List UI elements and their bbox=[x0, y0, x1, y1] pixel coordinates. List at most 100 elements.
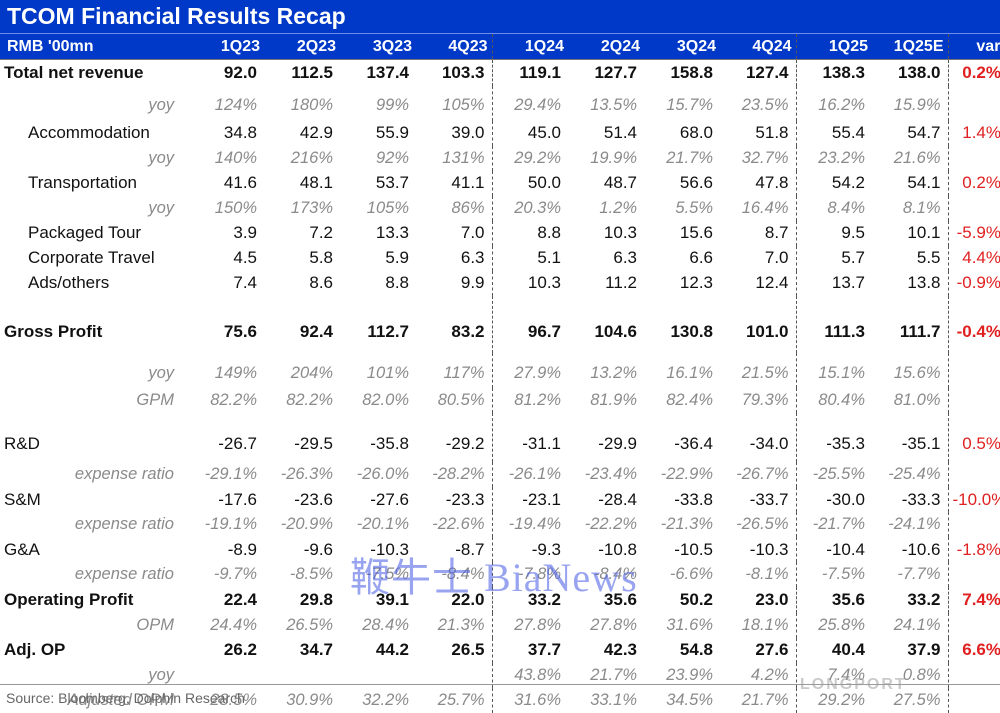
value-cell: 54.1 bbox=[872, 171, 948, 196]
value-cell: 53.7 bbox=[340, 171, 416, 196]
row-label: yoy bbox=[0, 353, 188, 388]
value-cell: 47.8 bbox=[720, 171, 796, 196]
value-cell: -35.8 bbox=[340, 413, 416, 462]
value-cell: -31.1 bbox=[492, 413, 568, 462]
header-cell: 4Q23 bbox=[416, 34, 492, 60]
value-cell: -21.7% bbox=[796, 512, 872, 537]
value-cell: 50.2 bbox=[644, 587, 720, 613]
value-cell: -26.7 bbox=[188, 413, 264, 462]
value-cell: 35.6 bbox=[568, 587, 644, 613]
value-cell: 54.8 bbox=[644, 638, 720, 664]
value-cell: 5.5 bbox=[872, 246, 948, 271]
value-cell: 81.2% bbox=[492, 388, 568, 413]
value-cell: 137.4 bbox=[340, 60, 416, 86]
value-cell: -17.6 bbox=[188, 487, 264, 512]
value-cell: 27.6 bbox=[720, 638, 796, 664]
variance-cell bbox=[948, 613, 1000, 638]
value-cell: 7.2 bbox=[264, 221, 340, 246]
value-cell: 8.7 bbox=[720, 221, 796, 246]
value-cell: -8.5% bbox=[264, 562, 340, 587]
value-cell: 5.8 bbox=[264, 246, 340, 271]
variance-cell bbox=[948, 353, 1000, 388]
value-cell: 34.7 bbox=[264, 638, 340, 664]
value-cell: 103.3 bbox=[416, 60, 492, 86]
value-cell: 19.9% bbox=[568, 146, 644, 171]
value-cell: -29.9 bbox=[568, 413, 644, 462]
value-cell: 8.8 bbox=[492, 221, 568, 246]
variance-cell: -10.0% bbox=[948, 487, 1000, 512]
value-cell: 204% bbox=[264, 353, 340, 388]
variance-cell bbox=[948, 388, 1000, 413]
value-cell: -24.1% bbox=[872, 512, 948, 537]
row-label: expense ratio bbox=[0, 512, 188, 537]
value-cell: 140% bbox=[188, 146, 264, 171]
value-cell: 81.0% bbox=[872, 388, 948, 413]
value-cell: 12.3 bbox=[644, 271, 720, 296]
header-cell: 1Q25E bbox=[872, 34, 948, 60]
value-cell: 23.0 bbox=[720, 587, 796, 613]
variance-cell: 0.2% bbox=[948, 171, 1000, 196]
value-cell: 50.0 bbox=[492, 171, 568, 196]
value-cell: -23.3 bbox=[416, 487, 492, 512]
value-cell: 11.2 bbox=[568, 271, 644, 296]
value-cell: 127.4 bbox=[720, 60, 796, 86]
value-cell: -6.6% bbox=[644, 562, 720, 587]
value-cell: 105% bbox=[416, 86, 492, 121]
value-cell: -10.8 bbox=[568, 537, 644, 562]
value-cell: 48.1 bbox=[264, 171, 340, 196]
value-cell: 15.7% bbox=[644, 86, 720, 121]
row-label: G&A bbox=[0, 537, 188, 562]
value-cell: 138.3 bbox=[796, 60, 872, 86]
value-cell: 5.9 bbox=[340, 246, 416, 271]
value-cell: 131% bbox=[416, 146, 492, 171]
header-cell: 2Q24 bbox=[568, 34, 644, 60]
variance-cell bbox=[948, 196, 1000, 221]
value-cell: -30.0 bbox=[796, 487, 872, 512]
value-cell: -7.8% bbox=[492, 562, 568, 587]
table-row: expense ratio-19.1%-20.9%-20.1%-22.6%-19… bbox=[0, 512, 1000, 537]
value-cell: 15.6% bbox=[872, 353, 948, 388]
value-cell: 45.0 bbox=[492, 121, 568, 146]
value-cell: 101.0 bbox=[720, 296, 796, 354]
header-cell: 1Q24 bbox=[492, 34, 568, 60]
value-cell: 105% bbox=[340, 196, 416, 221]
value-cell: 37.7 bbox=[492, 638, 568, 664]
value-cell: 55.4 bbox=[796, 121, 872, 146]
header-row: RMB '00mn 1Q23 2Q23 3Q23 4Q23 1Q24 2Q24 … bbox=[0, 34, 1000, 60]
value-cell: 75.6 bbox=[188, 296, 264, 354]
value-cell: 92.4 bbox=[264, 296, 340, 354]
value-cell: 16.2% bbox=[796, 86, 872, 121]
table-row: expense ratio-9.7%-8.5%-7.5%-8.4%-7.8%-8… bbox=[0, 562, 1000, 587]
value-cell: 28.4% bbox=[340, 613, 416, 638]
value-cell: 29.8 bbox=[264, 587, 340, 613]
variance-cell bbox=[948, 512, 1000, 537]
value-cell: 9.5 bbox=[796, 221, 872, 246]
value-cell: 16.1% bbox=[644, 353, 720, 388]
value-cell: -36.4 bbox=[644, 413, 720, 462]
value-cell: 12.4 bbox=[720, 271, 796, 296]
value-cell: -19.4% bbox=[492, 512, 568, 537]
value-cell: -26.7% bbox=[720, 462, 796, 487]
variance-cell: -0.9% bbox=[948, 271, 1000, 296]
value-cell: 112.5 bbox=[264, 60, 340, 86]
value-cell: -29.2 bbox=[416, 413, 492, 462]
value-cell: 158.8 bbox=[644, 60, 720, 86]
row-label: Ads/others bbox=[0, 271, 188, 296]
value-cell: 6.6 bbox=[644, 246, 720, 271]
value-cell: -29.1% bbox=[188, 462, 264, 487]
value-cell: -28.4 bbox=[568, 487, 644, 512]
value-cell: 86% bbox=[416, 196, 492, 221]
variance-cell: 7.4% bbox=[948, 587, 1000, 613]
value-cell: 83.2 bbox=[416, 296, 492, 354]
row-label: OPM bbox=[0, 613, 188, 638]
row-label: Corporate Travel bbox=[0, 246, 188, 271]
table-title: TCOM Financial Results Recap bbox=[0, 0, 1000, 33]
value-cell: 8.6 bbox=[264, 271, 340, 296]
value-cell: -22.9% bbox=[644, 462, 720, 487]
value-cell: 20.3% bbox=[492, 196, 568, 221]
